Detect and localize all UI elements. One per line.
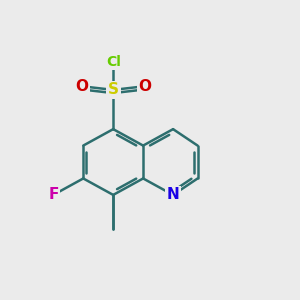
Text: F: F: [48, 188, 58, 202]
Text: S: S: [108, 82, 119, 98]
Text: N: N: [167, 188, 179, 202]
Text: O: O: [75, 79, 88, 94]
Text: Cl: Cl: [106, 55, 121, 69]
Text: O: O: [139, 79, 152, 94]
